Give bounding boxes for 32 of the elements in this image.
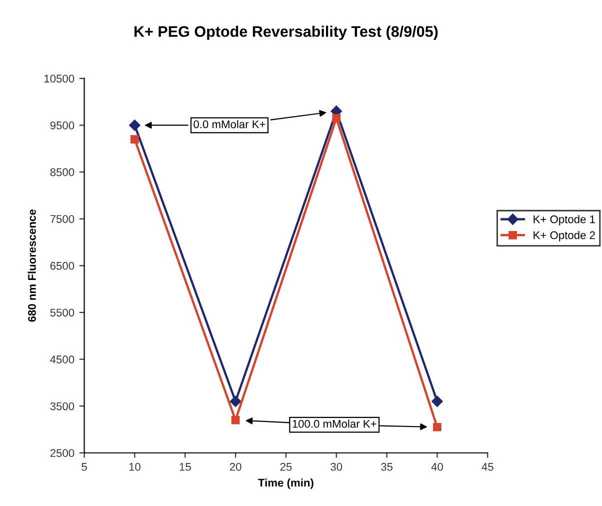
chart-title: K+ PEG Optode Reversability Test (8/9/05) [134, 26, 438, 40]
x-tick-label: 20 [230, 462, 242, 471]
point [130, 135, 139, 144]
y-tick-label: 3500 [50, 402, 74, 410]
y-tick-label: 8500 [50, 168, 74, 176]
point [230, 396, 242, 407]
y-tick-label: 7500 [50, 215, 74, 223]
x-tick-label: 15 [180, 463, 191, 471]
y-tick-label: 10500 [44, 74, 74, 83]
y-tick-label: 5500 [50, 308, 74, 317]
y-tick-label: 4500 [50, 356, 74, 364]
y-axis-title: 680 nm Fluorescence [28, 210, 36, 322]
y-tick-label: 6500 [50, 262, 74, 270]
legend-label: K+ Optode 1 [534, 215, 595, 226]
x-tick-label: 30 [330, 462, 342, 471]
annotation: 0.0 mMolar K+ [194, 120, 266, 128]
x-tick-label: 35 [381, 462, 392, 471]
x-tick-label: 10 [129, 462, 140, 471]
y-tick-label: 9500 [50, 122, 74, 130]
annotation: 100.0 mMolar K+ [292, 420, 376, 428]
point [332, 114, 341, 122]
x-tick-label: 45 [482, 463, 494, 471]
point [129, 120, 140, 131]
x-axis-title: Time (min) [258, 478, 314, 489]
x-tick-label: 25 [280, 462, 292, 471]
point [432, 396, 443, 407]
point [433, 422, 442, 432]
x-tick-label: 5 [82, 463, 87, 471]
point [231, 416, 240, 424]
y-tick-label: 2500 [50, 449, 74, 458]
legend-label: K+ Optode 2 [534, 230, 595, 242]
x-tick-label: 40 [431, 462, 443, 471]
